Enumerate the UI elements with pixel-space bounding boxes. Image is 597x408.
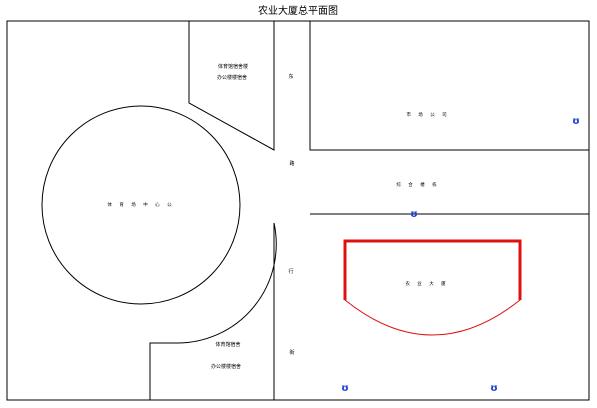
hydrant-icon: ʊ [341,383,349,394]
building-label: 农 业 大 厦 [405,280,448,287]
plan-title: 农业大厦总平面图 [258,4,338,17]
south-block-outline [149,222,277,400]
hydrant-icon: ʊ [490,383,498,394]
plaza-circle [41,105,241,305]
hydrant-icon: ʊ [410,209,418,220]
hydrant-icon: ʊ [572,116,580,127]
north-block-label-2: 办公楼楼宿舍 [217,74,247,81]
upper-right-parcel [309,21,589,151]
building-frame [343,239,522,300]
upper-right-label: 市 场 公 司 [406,111,449,118]
south-block-label-2: 办公楼楼宿舍 [211,363,241,370]
north-block-label-1: 体育馆宿舍楼 [218,63,248,70]
road-label-1: 东 [288,73,293,80]
north-block-outline [188,21,275,151]
plaza-label: 体 育 场 中 心 公 [107,201,174,208]
road-label-3: 行 [288,268,293,275]
road-label-4: 街 [289,349,294,356]
site-boundary [6,20,590,401]
middle-right-label: 综 合 楼 栋 [396,181,439,188]
building-outline [344,240,521,336]
road-label-2: 路 [289,160,294,167]
south-block-label-1: 体育馆宿舍 [215,341,240,348]
